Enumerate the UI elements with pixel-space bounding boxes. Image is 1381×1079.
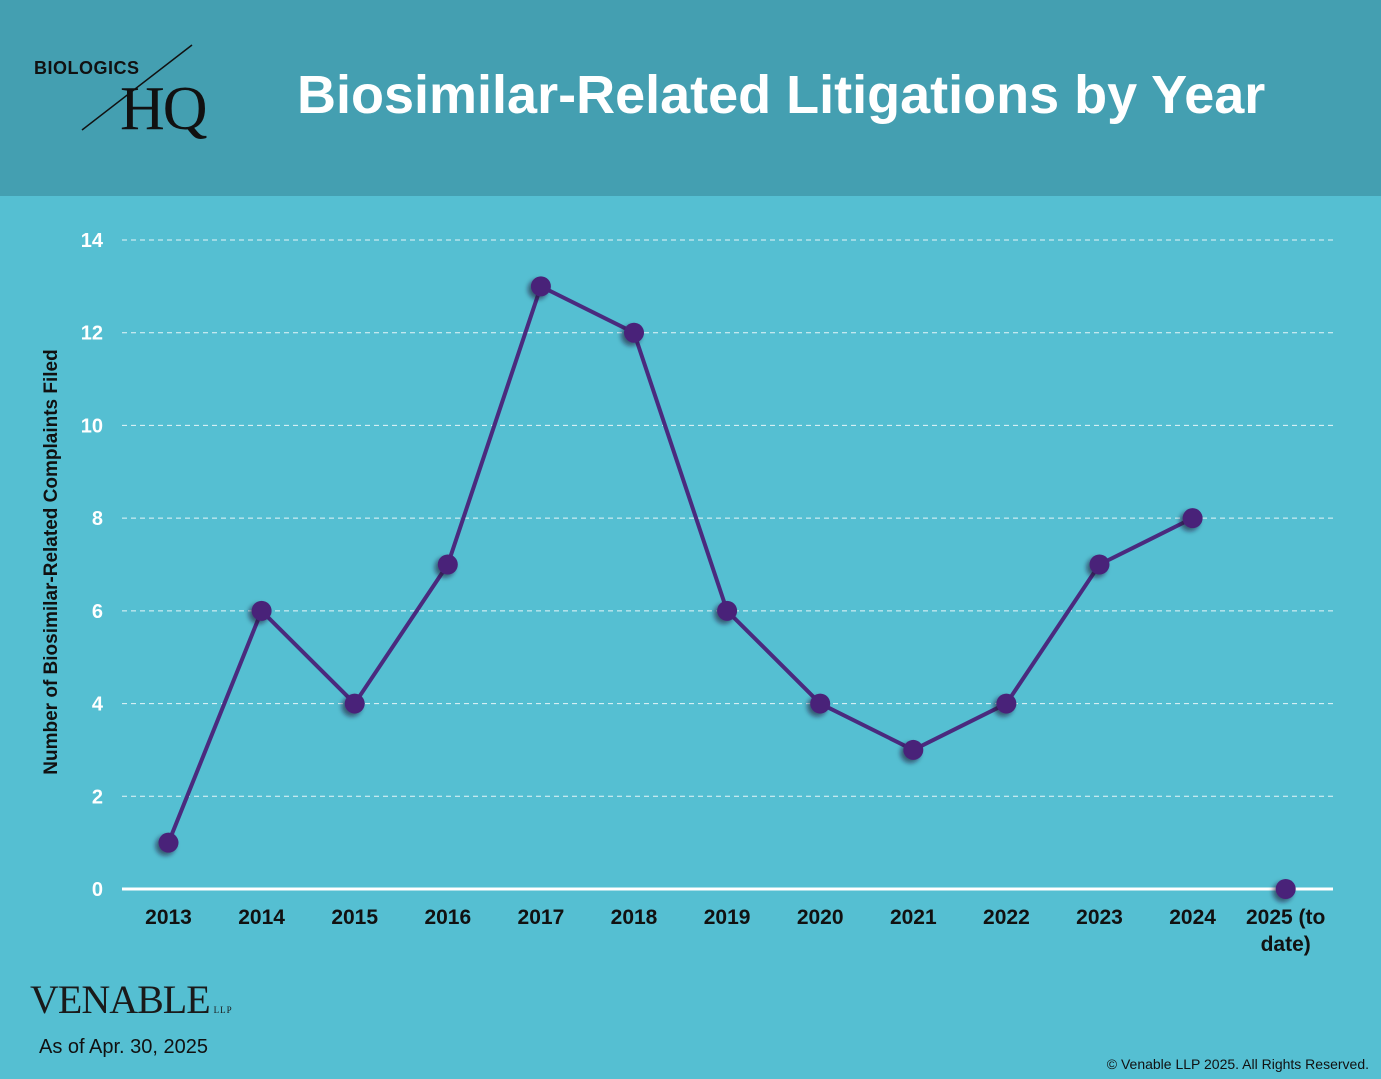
data-point-marker [344,693,365,714]
data-point-marker [1089,554,1110,575]
x-tick-label: 2022 [983,906,1030,929]
data-point-marker [437,554,458,575]
x-tick-label: 2019 [704,906,751,929]
as-of-date: As of Apr. 30, 2025 [39,1036,209,1058]
y-tick-label: 10 [81,415,103,437]
series-line-path [166,284,1194,844]
x-tick-label: 2017 [518,906,565,929]
grid-lines [122,239,1333,891]
venable-llp-text: LLP [213,1005,233,1015]
venable-logo-text: VENABLE [30,977,211,1022]
header-banner: BIOLOGICS HQ Biosimilar-Related Litigati… [0,0,1381,196]
x-tick-label: 2020 [797,906,844,929]
copyright-notice: © Venable LLP 2025. All Rights Reserved. [1106,1056,1369,1072]
x-tick-labels: 2013 2014 2015 2016 2017 2018 2019 2020 2021 2022… [145,906,1325,956]
data-point-marker [996,693,1017,714]
x-tick-label: 2014 [238,906,285,929]
data-point-marker [717,600,738,621]
x-tick-label: 2013 [145,906,192,929]
series-markers [158,276,1296,899]
x-tick-label: 2018 [611,906,658,929]
x-tick-label: 2024 [1169,906,1216,929]
x-tick-label: 2015 [331,906,378,929]
logo-hq-text: HQ [120,75,208,143]
x-tick-label: 2021 [890,906,937,929]
data-point-marker [903,739,924,760]
y-tick-label: 8 [92,508,103,530]
series-line [166,284,1194,844]
data-point-marker [1275,879,1296,899]
logo-slash-icon [81,44,193,131]
venable-logo: VENABLE LLP [30,976,233,1023]
y-tick-label: 4 [92,694,104,716]
data-point-marker [624,322,644,343]
chart-title: Biosimilar-Related Litigations by Year [297,65,1266,125]
y-tick-label: 6 [92,601,103,623]
data-point-marker [251,600,272,621]
x-tick-label: 2023 [1076,906,1123,929]
data-point-marker [530,276,551,297]
y-tick-label: 14 [81,230,104,252]
y-tick-label: 12 [81,323,103,345]
data-point-marker [1182,508,1203,529]
y-tick-label: 0 [92,879,103,901]
data-point-marker [158,832,179,853]
logo-biologics-text: BIOLOGICS [34,58,140,78]
y-tick-label: 2 [92,786,103,808]
y-tick-labels: 0 2 4 6 8 10 12 14 [81,230,104,901]
data-point-marker [810,693,831,714]
x-tick-label: 2025 (to date) [1246,906,1325,956]
x-tick-label: 2016 [424,906,471,929]
